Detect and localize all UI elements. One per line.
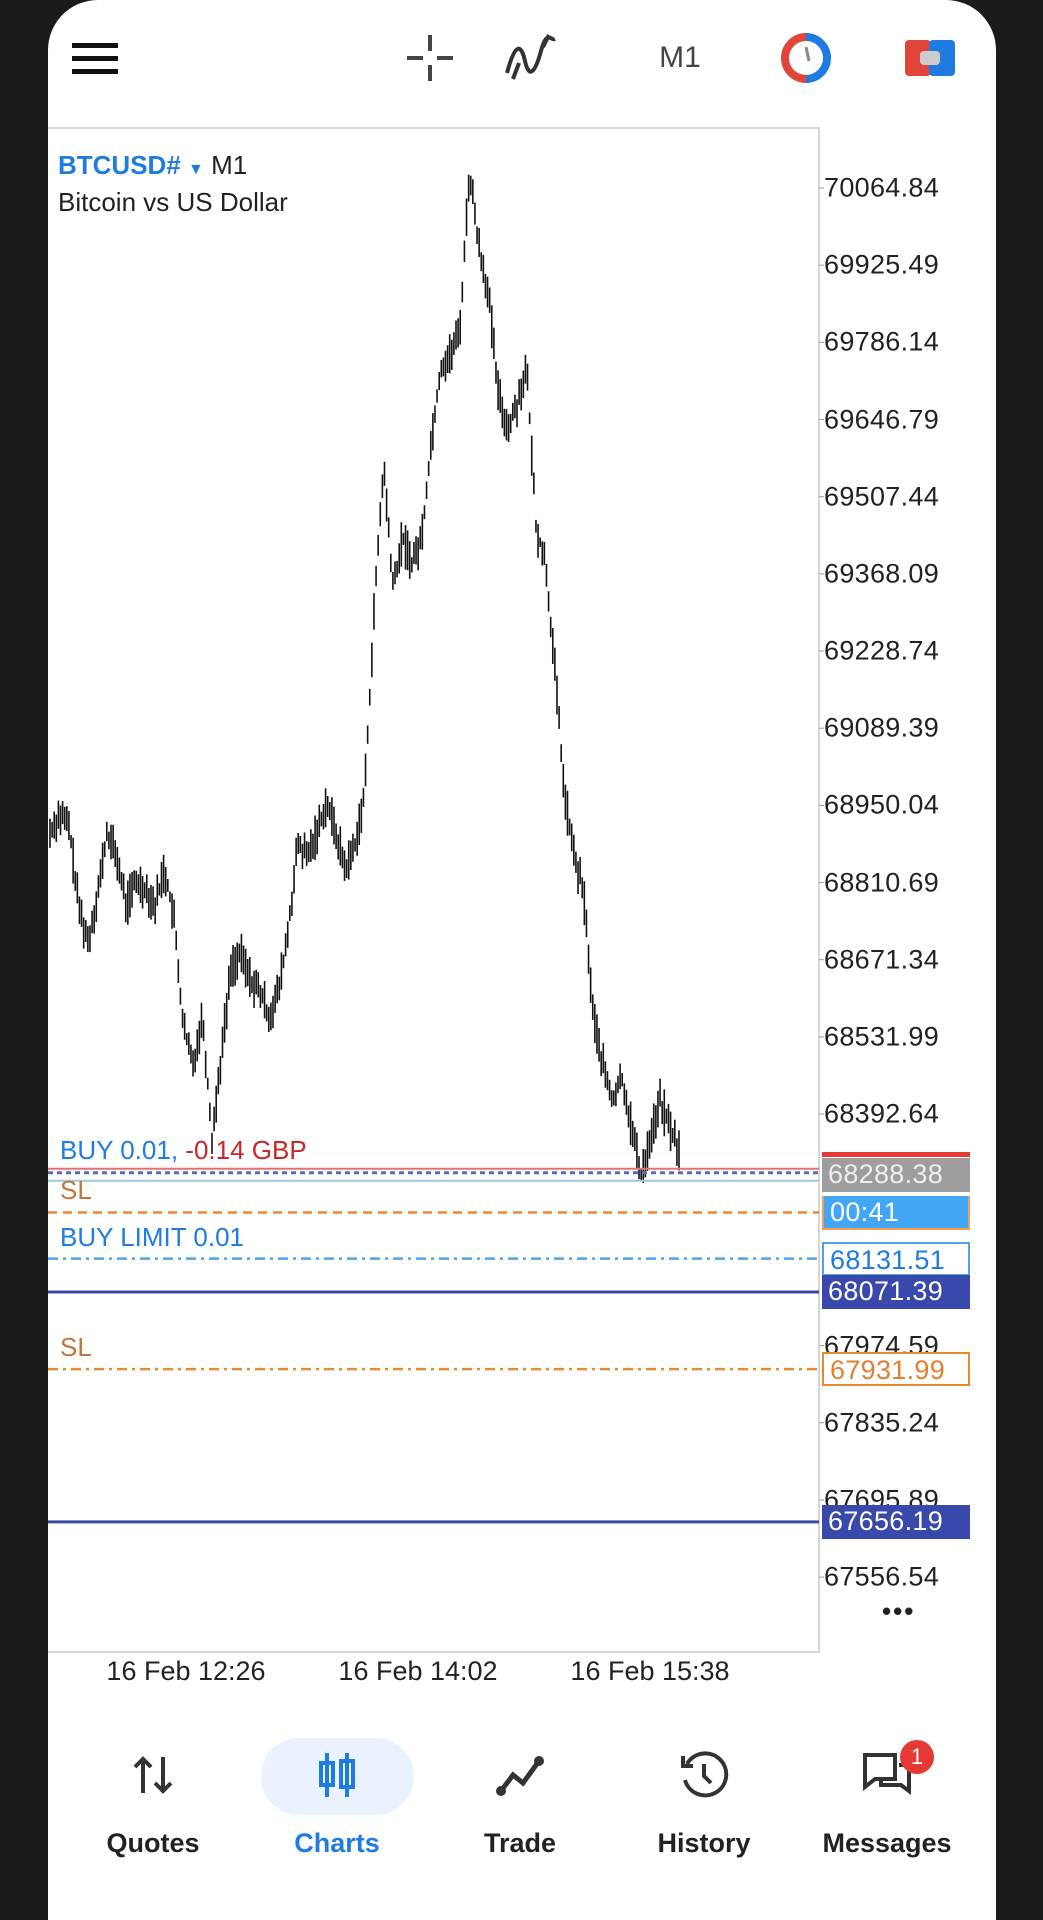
- price-tick: 68531.99: [824, 1021, 940, 1052]
- price-tick: 69089.39: [824, 712, 940, 743]
- line-price-box: 68071.39: [822, 1274, 970, 1309]
- one-click-trading-icon: [905, 40, 955, 76]
- price-tick: 68392.64: [824, 1098, 940, 1129]
- price-tick: 69646.79: [824, 404, 940, 435]
- price-tick: 68671.34: [824, 944, 940, 975]
- symbol-description: Bitcoin vs US Dollar: [58, 187, 288, 217]
- one-click-trading-button[interactable]: [904, 30, 956, 86]
- symbol-name[interactable]: BTCUSD#: [58, 150, 181, 180]
- sl-label: SL: [60, 1332, 92, 1363]
- stop-loss-price-box: 67931.99: [822, 1352, 970, 1387]
- buy-profit: -0.14 GBP: [185, 1134, 307, 1165]
- indicators-button[interactable]: [500, 30, 560, 86]
- buy-position-label[interactable]: BUY 0.01, -0.14 GBP: [60, 1135, 307, 1166]
- bar-countdown-box: 00:41: [822, 1195, 970, 1230]
- nav-label: Trade: [483, 1828, 557, 1858]
- price-tick: 69786.14: [824, 326, 940, 357]
- price-tick: 69507.44: [824, 481, 940, 512]
- price-tick: 68810.69: [824, 867, 940, 898]
- charts-active-pill: [261, 1738, 414, 1815]
- menu-icon: [72, 43, 118, 74]
- time-label: 16 Feb 12:26: [106, 1656, 266, 1686]
- nav-quotes[interactable]: Quotes: [68, 1730, 238, 1859]
- nav-label: Charts: [294, 1828, 380, 1858]
- price-tick: 67556.54: [824, 1561, 940, 1592]
- crosshair-button[interactable]: [400, 30, 460, 86]
- buy-limit-price-box: 68131.51: [822, 1241, 970, 1276]
- buy-label: BUY 0.01,: [60, 1134, 179, 1165]
- charts-icon: [319, 1753, 355, 1797]
- nav-messages[interactable]: 1 Messages: [802, 1730, 972, 1859]
- more-button[interactable]: •••: [882, 1596, 916, 1626]
- nav-label: Quotes: [106, 1828, 200, 1858]
- nav-trade[interactable]: Trade: [435, 1730, 605, 1859]
- buy-limit-label: BUY LIMIT 0.01: [60, 1221, 245, 1252]
- clock-button[interactable]: [778, 30, 834, 86]
- ask-marker: [822, 1151, 970, 1157]
- nav-history[interactable]: History: [619, 1730, 789, 1859]
- clock-icon: [781, 33, 831, 83]
- indicators-icon: [505, 34, 556, 80]
- price-tick: 69925.49: [824, 249, 940, 280]
- symbol-dropdown-icon[interactable]: ▼: [188, 161, 204, 178]
- sl-label: SL: [60, 1175, 92, 1206]
- quotes-icon: [133, 1756, 173, 1794]
- buy-price-box: 68288.38: [822, 1157, 970, 1192]
- time-label: 16 Feb 15:38: [570, 1656, 730, 1686]
- nav-charts[interactable]: Charts: [252, 1730, 422, 1859]
- messages-badge: 1: [900, 1740, 934, 1774]
- timeframe-button[interactable]: M1: [659, 41, 701, 74]
- symbol-timeframe: M1: [211, 150, 248, 180]
- price-tick: 69228.74: [824, 635, 940, 666]
- nav-label: History: [657, 1828, 751, 1858]
- menu-button[interactable]: [70, 30, 120, 86]
- trade-icon: [496, 1756, 544, 1796]
- price-tick: 69368.09: [824, 558, 940, 589]
- line-price-box: 67656.19: [822, 1504, 970, 1539]
- time-label: 16 Feb 14:02: [338, 1656, 498, 1686]
- chart-area[interactable]: [48, 127, 820, 1653]
- history-icon: [681, 1751, 729, 1798]
- price-tick: 68950.04: [824, 789, 940, 820]
- price-tick: 67835.24: [824, 1407, 940, 1438]
- symbol-header[interactable]: BTCUSD# ▼ M1: [58, 150, 247, 181]
- crosshair-icon: [407, 35, 453, 81]
- nav-label: Messages: [822, 1828, 952, 1858]
- price-tick: 70064.84: [824, 172, 940, 203]
